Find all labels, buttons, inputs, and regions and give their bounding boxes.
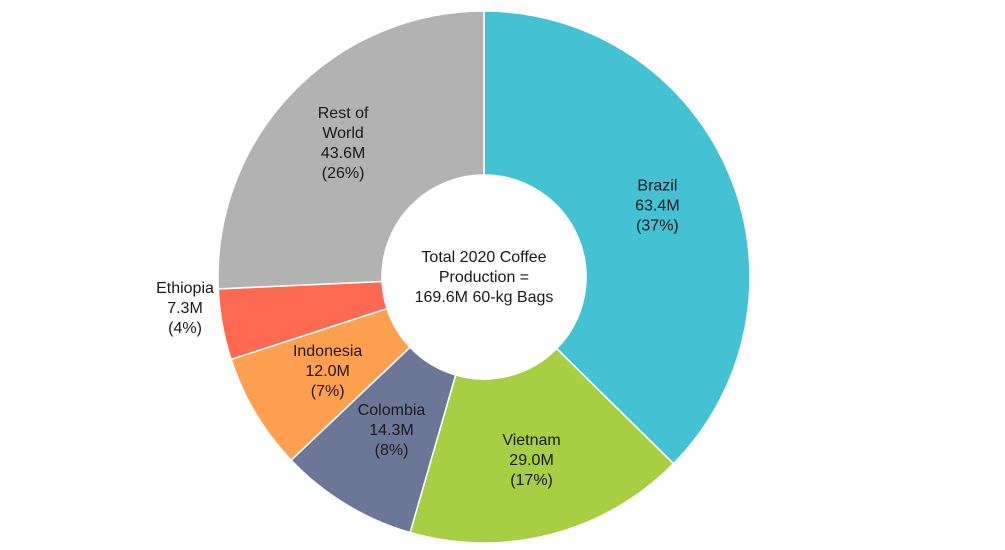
slice-vietnam: [409, 347, 675, 544]
slices-layer: [217, 10, 751, 544]
slice-brazil: [483, 10, 751, 465]
slice-label-indonesia: Indonesia 12.0M (7%): [293, 343, 362, 400]
slice-label-brazil: Brazil 63.4M (37%): [635, 177, 679, 234]
slice-labels-layer: Brazil 63.4M (37%) Vietnam 29.0M (17%) Colombi…: [156, 105, 680, 489]
slice-label-colombia: Colombia 14.3M (8%): [358, 402, 426, 459]
slice-rest-of-world: [217, 10, 485, 290]
slice-label-vietnam: Vietnam 29.0M (17%): [502, 432, 560, 489]
slice-label-ethiopia: Ethiopia 7.3M (4%): [156, 280, 214, 337]
center-label-group: Total 2020 Coffee Production = 169.6M 60-k…: [415, 249, 554, 306]
slice-label-rest-of-world: Rest of World 43.6M (26%): [318, 105, 369, 182]
center-label: Total 2020 Coffee Production = 169.6M 60-k…: [415, 249, 554, 306]
